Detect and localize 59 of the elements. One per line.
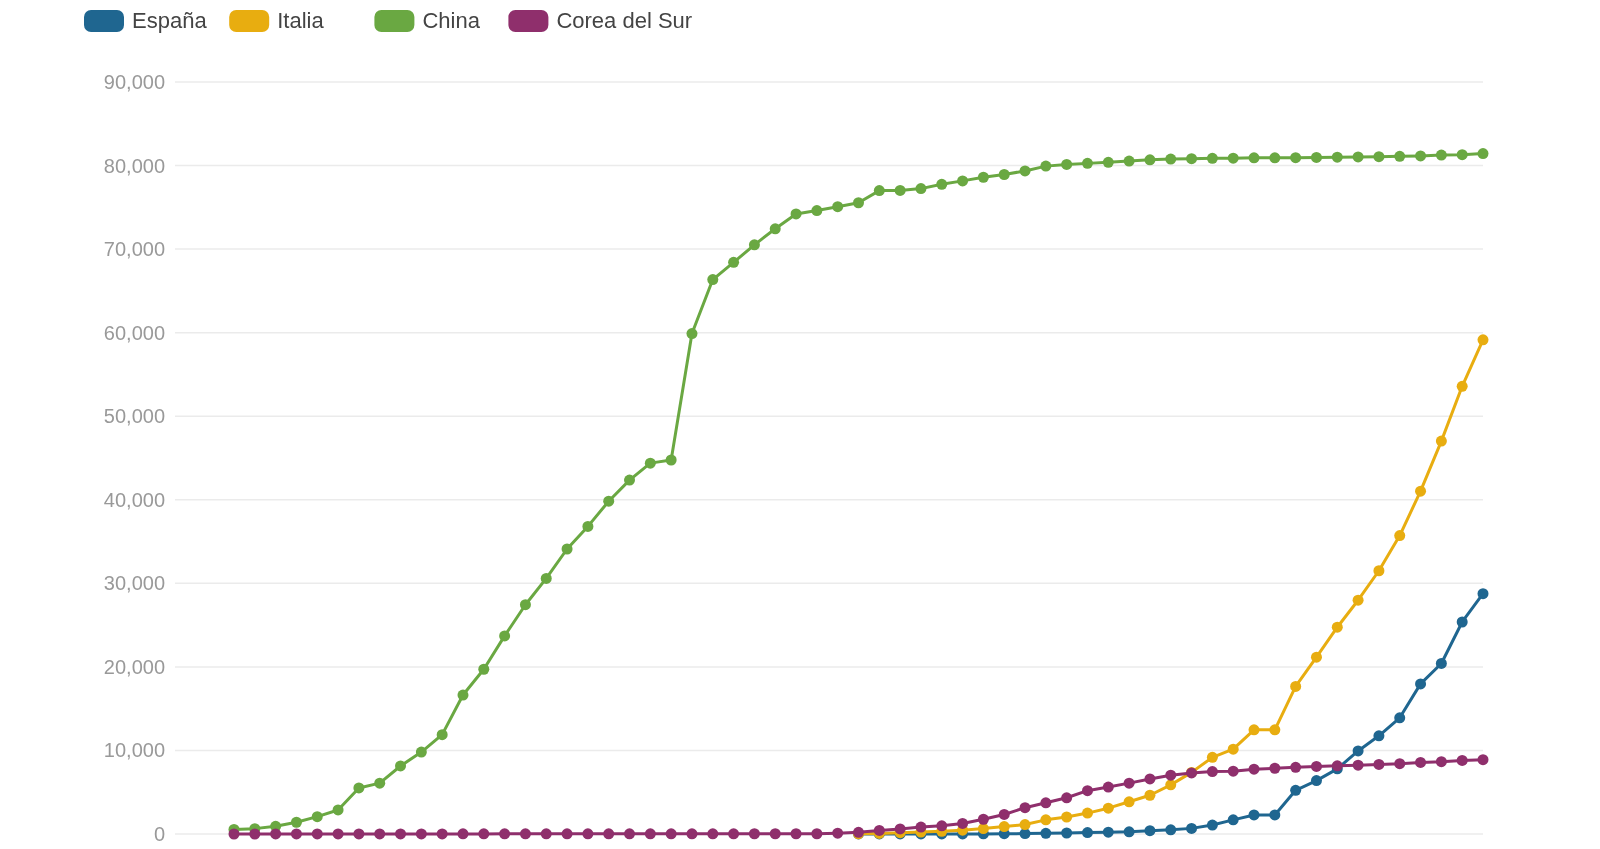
point bbox=[1144, 789, 1156, 801]
y-tick-label: 0 bbox=[153, 823, 165, 845]
point bbox=[1040, 814, 1052, 826]
point bbox=[1290, 784, 1302, 796]
point bbox=[1290, 680, 1302, 692]
legend-label: Corea del Sur bbox=[556, 8, 693, 33]
point bbox=[1227, 743, 1239, 755]
point bbox=[1081, 827, 1093, 839]
point bbox=[1415, 678, 1427, 690]
point bbox=[1435, 657, 1447, 669]
point bbox=[1081, 807, 1093, 819]
y-tick-label: 10,000 bbox=[103, 739, 165, 762]
legend-label: China bbox=[422, 8, 481, 33]
point bbox=[1373, 730, 1385, 742]
y-tick-label: 40,000 bbox=[103, 488, 165, 511]
point bbox=[1456, 380, 1468, 392]
point bbox=[1061, 811, 1073, 823]
point bbox=[1310, 651, 1322, 663]
point bbox=[1331, 621, 1343, 633]
legend-label: Italia bbox=[277, 8, 325, 33]
point bbox=[1269, 724, 1281, 736]
point bbox=[1227, 814, 1239, 826]
point bbox=[1352, 745, 1364, 757]
point bbox=[1206, 819, 1218, 831]
point bbox=[1040, 827, 1052, 839]
point bbox=[998, 821, 1010, 833]
point bbox=[1144, 825, 1156, 837]
point bbox=[1248, 809, 1260, 821]
point bbox=[1394, 530, 1406, 542]
y-tick-label: 80,000 bbox=[103, 154, 165, 177]
legend-label: España bbox=[132, 8, 208, 33]
y-tick-label: 70,000 bbox=[103, 238, 165, 261]
point bbox=[1456, 616, 1468, 628]
point bbox=[1165, 779, 1177, 791]
point bbox=[1206, 751, 1218, 763]
point bbox=[1477, 334, 1489, 346]
point bbox=[1061, 827, 1073, 839]
point bbox=[1102, 802, 1114, 814]
point bbox=[1102, 826, 1114, 838]
point bbox=[1435, 435, 1447, 447]
point bbox=[1310, 775, 1322, 787]
point bbox=[1373, 565, 1385, 577]
point bbox=[977, 823, 989, 835]
point bbox=[1352, 594, 1364, 606]
point bbox=[1123, 796, 1135, 808]
point bbox=[1123, 826, 1135, 838]
point bbox=[1248, 724, 1260, 736]
y-tick-label: 30,000 bbox=[103, 572, 165, 595]
point bbox=[1165, 824, 1177, 836]
point bbox=[1477, 588, 1489, 600]
point bbox=[1019, 819, 1031, 831]
point bbox=[1415, 485, 1427, 497]
y-tick-label: 20,000 bbox=[103, 655, 165, 678]
y-tick-label: 90,000 bbox=[103, 71, 165, 93]
point bbox=[1394, 712, 1406, 724]
y-tick-label: 60,000 bbox=[103, 321, 165, 344]
y-tick-label: 50,000 bbox=[103, 405, 165, 428]
point bbox=[1186, 822, 1198, 834]
point bbox=[1269, 809, 1281, 821]
